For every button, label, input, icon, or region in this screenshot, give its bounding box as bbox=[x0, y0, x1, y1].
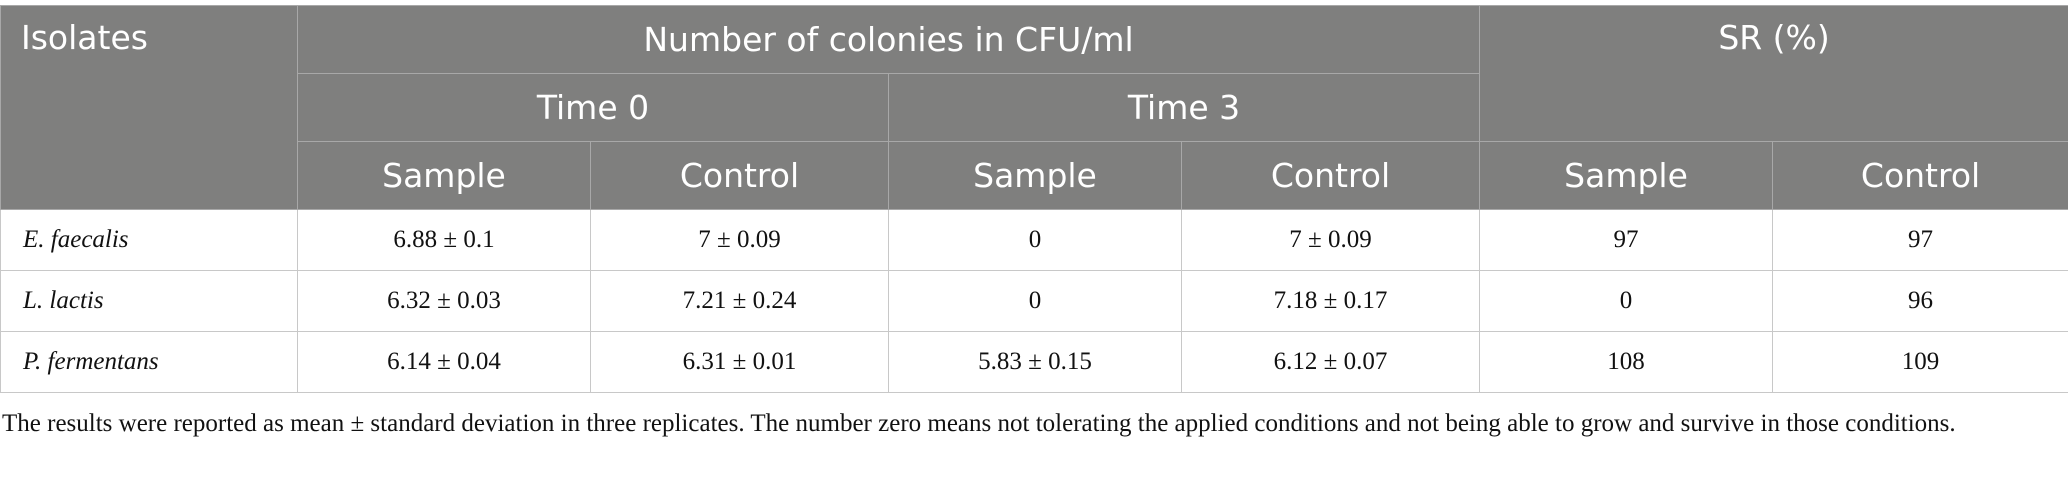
header-cell: Number of colonies in CFU/ml bbox=[296, 5, 1481, 74]
header-cell: Sample bbox=[297, 141, 591, 210]
value-cell: 0 bbox=[1479, 270, 1774, 332]
value-cell: 6.32 ± 0.03 bbox=[297, 270, 591, 332]
isolate-cell: P. fermentans bbox=[0, 331, 298, 393]
isolate-cell: L. lactis bbox=[0, 270, 298, 332]
value-cell: 97 bbox=[1772, 209, 2068, 271]
value-cell: 6.31 ± 0.01 bbox=[590, 331, 889, 393]
table-row: L. lactis 6.32 ± 0.03 7.21 ± 0.24 0 7.18 ± 0… bbox=[0, 270, 2068, 332]
footnote: The results were reported as mean ± stan… bbox=[2, 410, 1956, 437]
header-cell: Time 3 bbox=[887, 73, 1481, 142]
header-cell: SR (%) bbox=[1479, 5, 2068, 142]
value-cell: 109 bbox=[1772, 331, 2068, 393]
value-cell: 7 ± 0.09 bbox=[590, 209, 889, 271]
value-cell: 0 bbox=[888, 209, 1182, 271]
value-cell: 6.14 ± 0.04 bbox=[297, 331, 591, 393]
value-cell: 0 bbox=[888, 270, 1182, 332]
value-cell: 7.21 ± 0.24 bbox=[590, 270, 889, 332]
value-cell: 108 bbox=[1479, 331, 1774, 393]
isolate-cell: E. faecalis bbox=[0, 209, 298, 271]
value-cell: 6.88 ± 0.1 bbox=[297, 209, 591, 271]
value-cell: 7 ± 0.09 bbox=[1180, 209, 1481, 271]
header-cell: Control bbox=[1180, 141, 1481, 210]
value-cell: 96 bbox=[1772, 270, 2068, 332]
data-table: Isolates Number of colonies in CFU/ml SR… bbox=[0, 5, 2068, 393]
value-cell: 6.12 ± 0.07 bbox=[1180, 331, 1481, 393]
table-row: P. fermentans 6.14 ± 0.04 6.31 ± 0.01 5.83 … bbox=[0, 331, 2068, 393]
table-row: E. faecalis 6.88 ± 0.1 7 ± 0.09 0 7 ± 0.09 97… bbox=[0, 209, 2068, 271]
header-cell: Sample bbox=[1479, 141, 1774, 210]
header-cell: Sample bbox=[888, 141, 1182, 210]
header-cell: Time 0 bbox=[297, 73, 889, 142]
value-cell: 5.83 ± 0.15 bbox=[888, 331, 1182, 393]
value-cell: 7.18 ± 0.17 bbox=[1180, 270, 1481, 332]
value-cell: 97 bbox=[1479, 209, 1774, 271]
header-cell: Isolates bbox=[0, 5, 298, 210]
header-cell: Control bbox=[590, 141, 889, 210]
header-cell: Control bbox=[1772, 141, 2068, 210]
